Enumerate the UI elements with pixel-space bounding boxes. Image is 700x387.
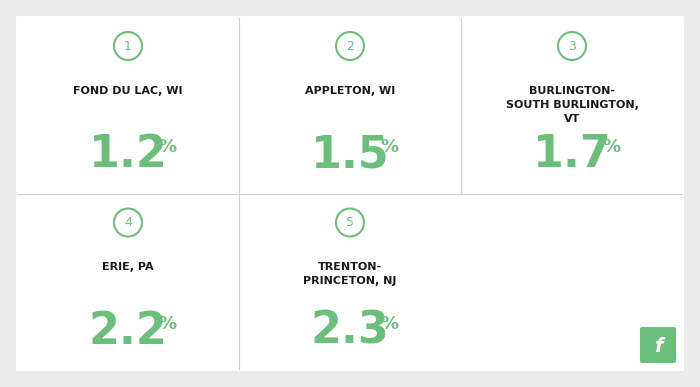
FancyBboxPatch shape	[16, 16, 684, 371]
Text: BURLINGTON-
SOUTH BURLINGTON,
VT: BURLINGTON- SOUTH BURLINGTON, VT	[505, 86, 638, 124]
Text: 1: 1	[124, 39, 132, 53]
Text: f: f	[654, 337, 662, 356]
Text: 2.2: 2.2	[89, 310, 167, 353]
Text: 1.5: 1.5	[311, 133, 389, 176]
Text: 1.7: 1.7	[533, 133, 611, 176]
Text: 5: 5	[346, 216, 354, 229]
Text: TRENTON-
PRINCETON, NJ: TRENTON- PRINCETON, NJ	[303, 262, 397, 286]
Text: 2.3: 2.3	[311, 310, 389, 353]
Text: %: %	[603, 139, 621, 156]
Text: 2: 2	[346, 39, 354, 53]
Text: %: %	[381, 315, 398, 333]
Text: %: %	[158, 315, 176, 333]
Text: %: %	[158, 139, 176, 156]
Text: 4: 4	[124, 216, 132, 229]
FancyBboxPatch shape	[640, 327, 676, 363]
Text: FOND DU LAC, WI: FOND DU LAC, WI	[74, 86, 183, 96]
Text: ERIE, PA: ERIE, PA	[102, 262, 154, 272]
Text: %: %	[381, 139, 398, 156]
Text: 1.2: 1.2	[89, 133, 167, 176]
Text: APPLETON, WI: APPLETON, WI	[305, 86, 395, 96]
Text: 3: 3	[568, 39, 576, 53]
